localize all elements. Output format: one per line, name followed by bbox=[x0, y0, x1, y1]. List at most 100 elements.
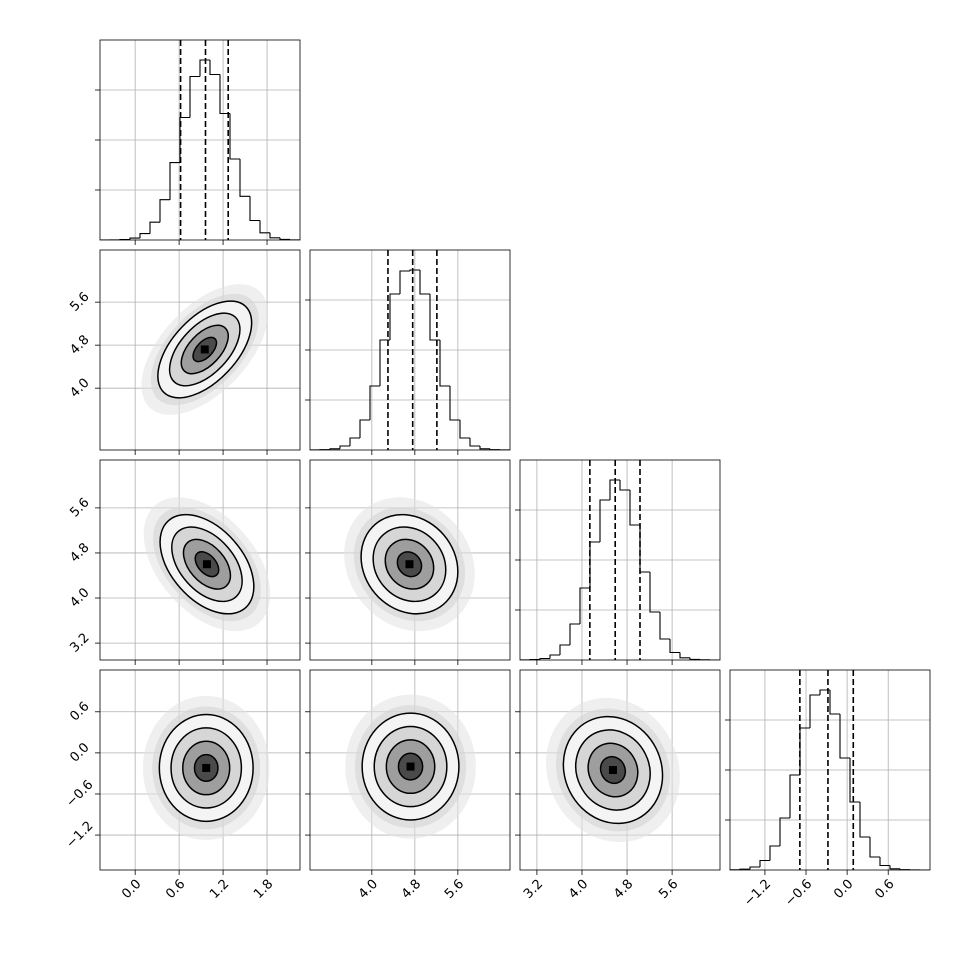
histogram-step bbox=[889, 865, 900, 870]
histogram-step bbox=[649, 572, 660, 613]
histogram-step bbox=[229, 113, 240, 160]
histogram-step bbox=[469, 438, 480, 447]
histogram-step bbox=[679, 652, 690, 659]
panel-frame bbox=[99, 669, 301, 871]
histogram-step bbox=[489, 448, 500, 450]
histogram-step bbox=[209, 60, 220, 76]
histogram-step bbox=[479, 446, 490, 450]
x-tick-label: −1.2 bbox=[741, 877, 774, 910]
histogram-step bbox=[599, 499, 610, 542]
histogram-step bbox=[879, 857, 890, 867]
histogram-step bbox=[739, 868, 750, 870]
histogram-step bbox=[419, 270, 430, 295]
panel-frame bbox=[99, 459, 301, 661]
histogram-step bbox=[839, 714, 850, 759]
y-tick-label: 5.6 bbox=[67, 290, 92, 315]
histogram-step bbox=[279, 237, 290, 240]
histogram-step bbox=[429, 294, 440, 341]
histogram-step bbox=[369, 385, 380, 420]
histogram-step bbox=[769, 845, 780, 861]
histogram-step bbox=[329, 448, 340, 450]
histogram-step bbox=[219, 74, 230, 115]
histogram-step bbox=[849, 758, 860, 803]
histogram-step bbox=[639, 525, 650, 573]
density-peak bbox=[608, 766, 617, 774]
x-tick-label: 0.6 bbox=[872, 877, 897, 902]
histogram-step bbox=[139, 233, 150, 239]
histogram-step bbox=[239, 159, 250, 197]
histogram-step bbox=[659, 612, 670, 640]
panel-frame bbox=[729, 669, 931, 871]
histogram-step bbox=[359, 419, 370, 438]
y-tick-label: 3.2 bbox=[67, 630, 92, 655]
histogram-step bbox=[689, 657, 700, 660]
y-tick-label: 0.6 bbox=[67, 699, 92, 724]
panel-frame bbox=[309, 669, 511, 871]
x-tick-label: 4.8 bbox=[399, 877, 424, 902]
histogram-step bbox=[569, 623, 580, 645]
histogram-step bbox=[589, 541, 600, 588]
histogram-step bbox=[399, 270, 410, 294]
histogram-step bbox=[259, 220, 270, 234]
panel-frame bbox=[309, 459, 511, 661]
density-peak bbox=[202, 763, 211, 772]
y-tick-label: 4.8 bbox=[67, 333, 92, 358]
histogram-step bbox=[149, 221, 160, 234]
histogram-step bbox=[759, 859, 770, 867]
histogram-step bbox=[809, 694, 820, 728]
histogram-step bbox=[549, 654, 560, 659]
panel-frame bbox=[309, 249, 511, 451]
y-tick-label: −0.6 bbox=[64, 778, 97, 811]
y-tick-label: 4.0 bbox=[67, 585, 92, 610]
histogram-step bbox=[449, 386, 460, 421]
histogram-step bbox=[459, 420, 470, 439]
histogram-step bbox=[439, 340, 450, 387]
histogram-step bbox=[779, 817, 790, 846]
histogram-step bbox=[669, 639, 680, 654]
histogram-step bbox=[539, 657, 550, 660]
panel-frame bbox=[519, 459, 721, 661]
histogram-step bbox=[859, 802, 870, 838]
histogram-step bbox=[819, 689, 830, 695]
y-tick-label: −1.2 bbox=[64, 819, 97, 852]
histogram-step bbox=[899, 868, 910, 870]
panel-frame bbox=[99, 39, 301, 241]
x-tick-label: 1.8 bbox=[251, 877, 276, 902]
histogram-step bbox=[869, 837, 880, 858]
histogram-step bbox=[629, 490, 640, 526]
histogram-step bbox=[269, 232, 280, 239]
histogram-step bbox=[579, 587, 590, 624]
histogram-step bbox=[129, 237, 140, 240]
x-tick-label: 3.2 bbox=[521, 877, 546, 902]
y-tick-label: 4.0 bbox=[67, 376, 92, 401]
histogram-step bbox=[799, 727, 810, 775]
density-peak bbox=[200, 345, 209, 354]
histogram-step bbox=[379, 339, 390, 386]
density-peak bbox=[202, 560, 211, 569]
x-tick-label: 4.0 bbox=[356, 877, 381, 902]
x-tick-label: 5.6 bbox=[656, 877, 681, 902]
density-peak bbox=[405, 560, 414, 569]
x-tick-label: 0.6 bbox=[163, 877, 188, 902]
density-peak bbox=[406, 762, 415, 771]
histogram-step bbox=[619, 480, 630, 491]
x-tick-label: 5.6 bbox=[442, 877, 467, 902]
histogram-step bbox=[559, 644, 570, 655]
x-tick-label: 4.8 bbox=[611, 877, 636, 902]
histogram-step bbox=[409, 269, 420, 271]
y-tick-label: 5.6 bbox=[67, 495, 92, 520]
histogram-step bbox=[159, 199, 170, 223]
histogram-step bbox=[829, 690, 840, 715]
y-tick-label: 0.0 bbox=[67, 740, 92, 765]
histogram-step bbox=[349, 437, 360, 446]
histogram-step bbox=[249, 196, 260, 222]
histogram-step bbox=[189, 75, 200, 118]
x-tick-label: −0.6 bbox=[782, 877, 815, 910]
x-tick-label: 0.0 bbox=[119, 877, 144, 902]
y-tick-label: 4.8 bbox=[67, 540, 92, 565]
histogram-step bbox=[749, 866, 760, 870]
histogram-step bbox=[389, 293, 400, 340]
histogram-step bbox=[609, 479, 620, 500]
histogram-step bbox=[339, 445, 350, 449]
